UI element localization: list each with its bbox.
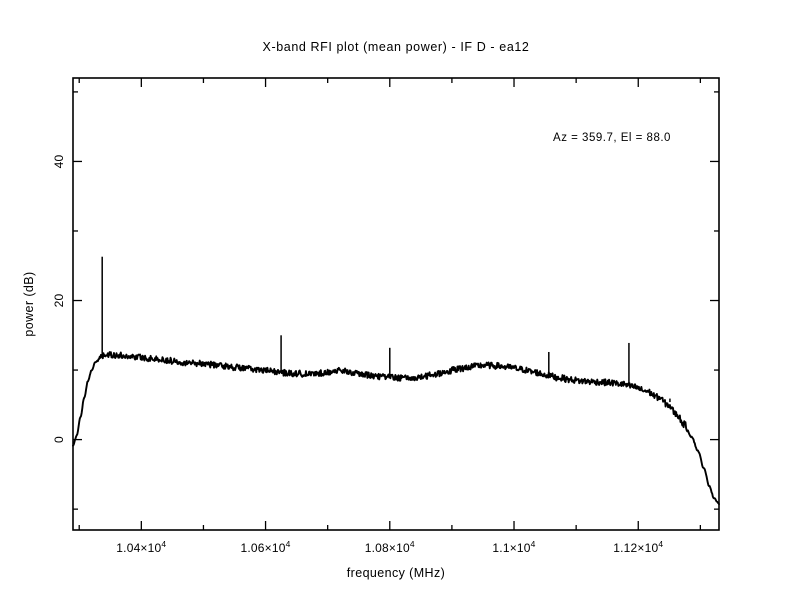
x-axis-tick-labels: 1.04×104 1.06×104 1.08×104 1.1×104 1.12×104 bbox=[116, 539, 663, 555]
y-axis-tick-labels: 0 20 40 bbox=[52, 154, 66, 443]
y-tick-label: 0 bbox=[52, 436, 66, 443]
y-tick-label: 40 bbox=[52, 154, 66, 168]
y-axis-ticks bbox=[73, 91, 719, 510]
y-tick-label: 20 bbox=[52, 294, 66, 308]
x-tick-label: 1.1×104 bbox=[492, 539, 535, 555]
y-axis-label: power (dB) bbox=[22, 271, 36, 336]
axes-frame bbox=[72, 77, 720, 531]
x-tick-label: 1.06×104 bbox=[241, 539, 291, 555]
plot-title: X-band RFI plot (mean power) - IF D - ea… bbox=[263, 40, 530, 54]
x-tick-label: 1.08×104 bbox=[365, 539, 415, 555]
x-tick-label: 1.12×104 bbox=[613, 539, 663, 555]
spectrum-trace bbox=[72, 351, 720, 506]
pointing-annotation: Az = 359.7, El = 88.0 bbox=[553, 132, 671, 144]
x-axis-ticks bbox=[78, 78, 702, 530]
x-axis-label: frequency (MHz) bbox=[347, 566, 445, 580]
x-tick-label: 1.04×104 bbox=[116, 539, 166, 555]
